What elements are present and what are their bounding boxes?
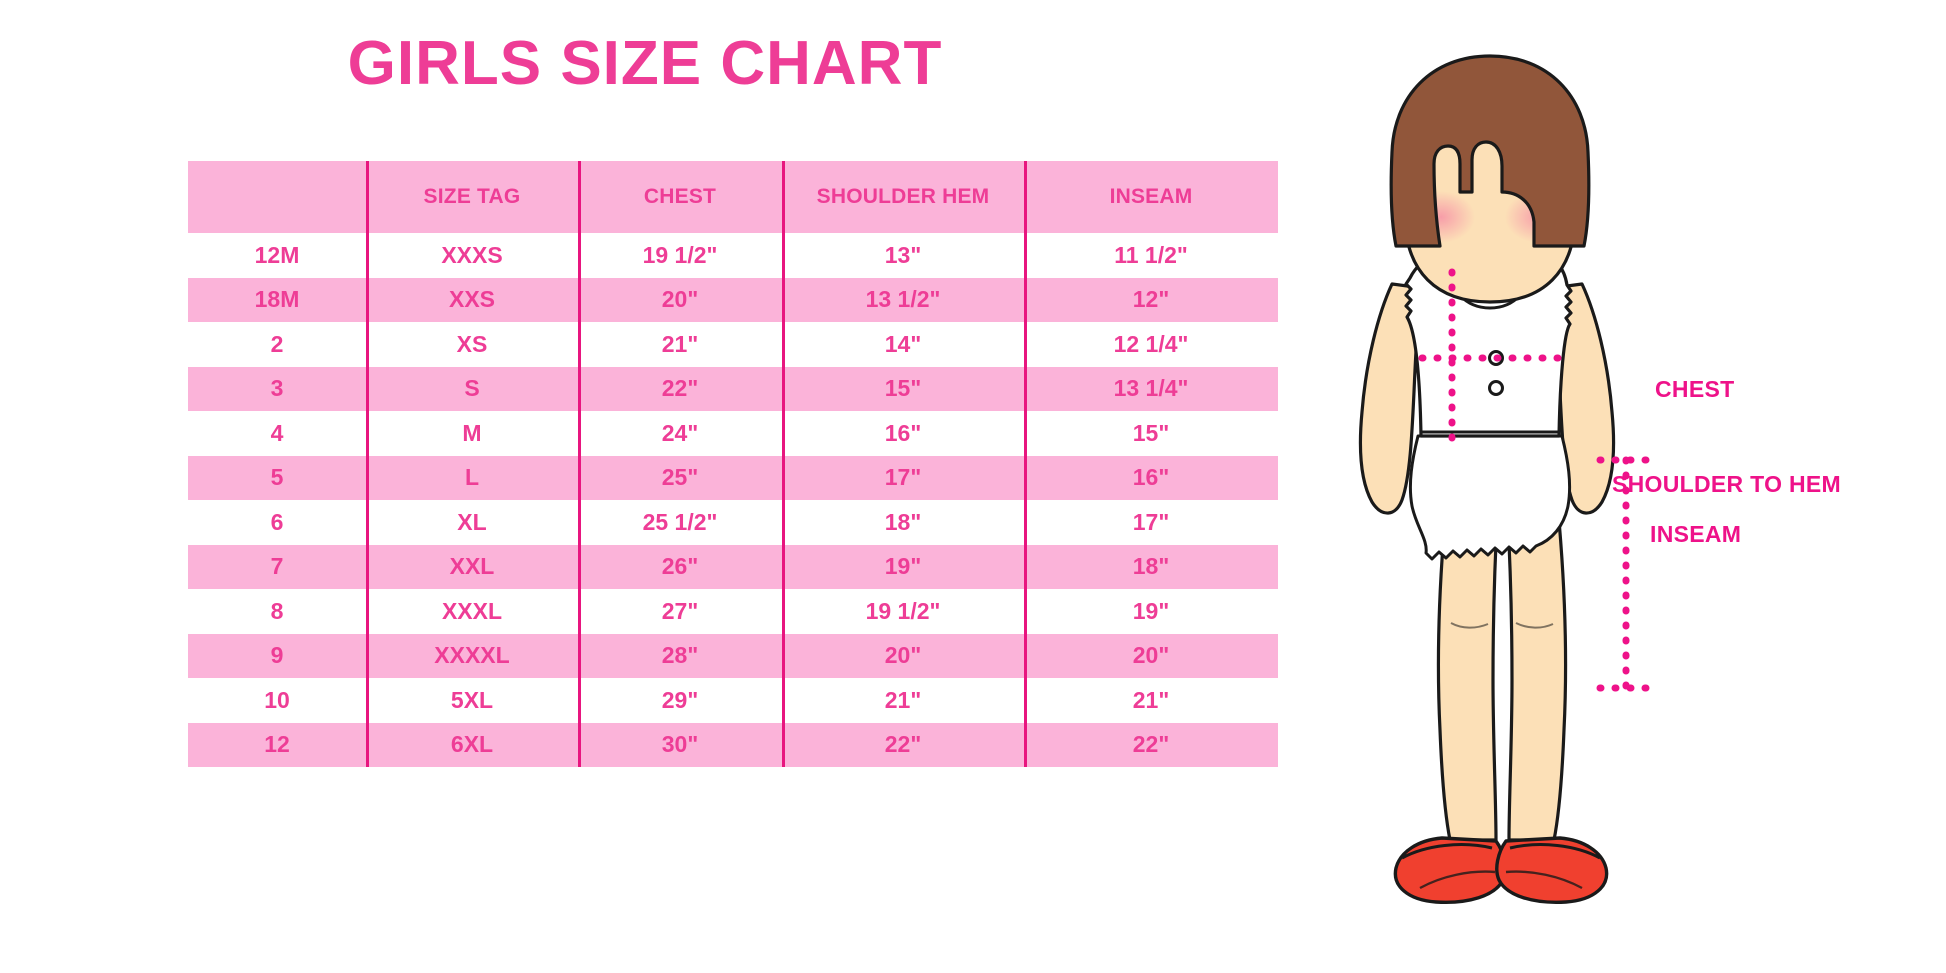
size-chart-table: SIZE TAG CHEST SHOULDER HEM INSEAM 12M XX…	[188, 161, 1278, 767]
cell-inseam: 11 1/2"	[1024, 233, 1278, 278]
cell-chest: 28"	[578, 633, 782, 678]
cell-size: 8	[188, 589, 366, 634]
callout-label-inseam: INSEAM	[1650, 521, 1742, 547]
cell-shoulder-hem: 13 1/2"	[782, 277, 1024, 322]
cell-inseam: 17"	[1024, 500, 1278, 545]
cell-shoulder-hem: 14"	[782, 322, 1024, 367]
callout-label-chest: CHEST	[1655, 376, 1735, 402]
cell-inseam: 12 1/4"	[1024, 322, 1278, 367]
cell-size: 3	[188, 366, 366, 411]
cell-size: 6	[188, 500, 366, 545]
cell-size: 7	[188, 544, 366, 589]
cell-inseam: 19"	[1024, 589, 1278, 634]
cell-inseam: 13 1/4"	[1024, 366, 1278, 411]
cell-size: 2	[188, 322, 366, 367]
cell-shoulder-hem: 19 1/2"	[782, 589, 1024, 634]
cell-size-tag: XXS	[366, 277, 578, 322]
size-chart-table-body: 12M XXXS 19 1/2" 13" 11 1/2" 18M XXS 20" 13 1/2"…	[188, 233, 1278, 767]
cell-inseam: 12"	[1024, 277, 1278, 322]
cell-size-tag: XS	[366, 322, 578, 367]
cell-size-tag: XXXS	[366, 233, 578, 278]
cell-chest: 22"	[578, 366, 782, 411]
cell-shoulder-hem: 15"	[782, 366, 1024, 411]
cell-chest: 25"	[578, 455, 782, 500]
cell-shoulder-hem: 19"	[782, 544, 1024, 589]
cell-size: 9	[188, 633, 366, 678]
cell-chest: 26"	[578, 544, 782, 589]
size-chart-table-container: SIZE TAG CHEST SHOULDER HEM INSEAM 12M XX…	[188, 161, 1278, 767]
cell-size: 5	[188, 455, 366, 500]
cell-chest: 25 1/2"	[578, 500, 782, 545]
cell-size-tag: XXXL	[366, 589, 578, 634]
cell-inseam: 15"	[1024, 411, 1278, 456]
measurement-guides	[1418, 268, 1570, 448]
column-header-chest: CHEST	[578, 161, 782, 233]
table-row: 7 XXL 26" 19" 18"	[188, 544, 1278, 589]
column-header-inseam: INSEAM	[1024, 161, 1278, 233]
table-row: 18M XXS 20" 13 1/2" 12"	[188, 277, 1278, 322]
inseam-guide	[1596, 456, 1656, 692]
cell-size: 18M	[188, 277, 366, 322]
cell-chest: 24"	[578, 411, 782, 456]
head-group	[1389, 54, 1591, 304]
cell-inseam: 16"	[1024, 455, 1278, 500]
legs-group	[1436, 468, 1568, 842]
skirt	[1408, 434, 1572, 561]
cell-chest: 30"	[578, 722, 782, 767]
cell-chest: 27"	[578, 589, 782, 634]
table-row: 3 S 22" 15" 13 1/4"	[188, 366, 1278, 411]
cell-inseam: 18"	[1024, 544, 1278, 589]
cell-shoulder-hem: 16"	[782, 411, 1024, 456]
girl-figure-illustration	[1300, 40, 1700, 940]
cell-size-tag: XL	[366, 500, 578, 545]
cell-inseam: 22"	[1024, 722, 1278, 767]
table-row: 5 L 25" 17" 16"	[188, 455, 1278, 500]
cell-shoulder-hem: 18"	[782, 500, 1024, 545]
table-row: 9 XXXXL 28" 20" 20"	[188, 633, 1278, 678]
callout-label-shoulder-to-hem: SHOULDER TO HEM	[1612, 471, 1841, 497]
cell-shoulder-hem: 22"	[782, 722, 1024, 767]
cell-size-tag: S	[366, 366, 578, 411]
page-title: GIRLS SIZE CHART	[347, 29, 943, 98]
shoes-group	[1393, 836, 1609, 904]
table-row: 12M XXXS 19 1/2" 13" 11 1/2"	[188, 233, 1278, 278]
column-header-size	[188, 161, 366, 233]
cell-chest: 29"	[578, 678, 782, 723]
cell-size-tag: XXXXL	[366, 633, 578, 678]
table-row: 4 M 24" 16" 15"	[188, 411, 1278, 456]
column-header-shoulder-hem: SHOULDER HEM	[782, 161, 1024, 233]
cell-size-tag: 6XL	[366, 722, 578, 767]
table-row: 6 XL 25 1/2" 18" 17"	[188, 500, 1278, 545]
cell-shoulder-hem: 21"	[782, 678, 1024, 723]
table-row: 8 XXXL 27" 19 1/2" 19"	[188, 589, 1278, 634]
cell-inseam: 21"	[1024, 678, 1278, 723]
button-bottom	[1488, 380, 1504, 396]
cell-size-tag: 5XL	[366, 678, 578, 723]
cell-chest: 19 1/2"	[578, 233, 782, 278]
cell-chest: 20"	[578, 277, 782, 322]
cell-shoulder-hem: 13"	[782, 233, 1024, 278]
cell-size-tag: L	[366, 455, 578, 500]
table-row: 2 XS 21" 14" 12 1/4"	[188, 322, 1278, 367]
table-row: 10 5XL 29" 21" 21"	[188, 678, 1278, 723]
cell-chest: 21"	[578, 322, 782, 367]
table-header-row: SIZE TAG CHEST SHOULDER HEM INSEAM	[188, 161, 1278, 233]
cell-shoulder-hem: 20"	[782, 633, 1024, 678]
table-row: 12 6XL 30" 22" 22"	[188, 722, 1278, 767]
cell-size: 10	[188, 678, 366, 723]
cell-size-tag: M	[366, 411, 578, 456]
cell-size-tag: XXL	[366, 544, 578, 589]
column-header-size-tag: SIZE TAG	[366, 161, 578, 233]
cell-inseam: 20"	[1024, 633, 1278, 678]
cell-shoulder-hem: 17"	[782, 455, 1024, 500]
cell-size: 4	[188, 411, 366, 456]
cell-size: 12M	[188, 233, 366, 278]
cell-size: 12	[188, 722, 366, 767]
